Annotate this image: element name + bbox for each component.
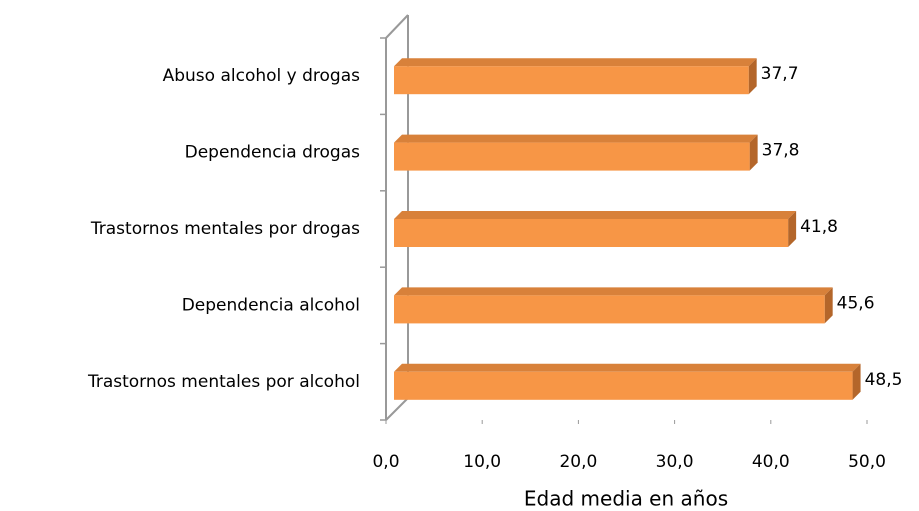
bar-side <box>749 134 758 171</box>
bar-top <box>394 134 758 143</box>
x-axis-title: Edad media en años <box>524 487 728 511</box>
bar <box>394 142 750 171</box>
bar <box>394 295 825 324</box>
bar-top <box>394 58 757 67</box>
value-label: 37,7 <box>761 64 799 84</box>
x-tick-label: 30,0 <box>656 452 694 472</box>
bar <box>394 371 853 400</box>
bar-side <box>824 287 833 324</box>
x-tick-label: 0,0 <box>372 452 399 472</box>
bar-side <box>852 363 861 400</box>
bar-side <box>748 58 757 95</box>
x-tick-label: 20,0 <box>559 452 597 472</box>
bar-side <box>788 211 797 247</box>
bar-top <box>394 287 833 296</box>
category-label: Trastornos mentales por alcohol <box>87 372 360 392</box>
value-label: 37,8 <box>762 141 800 161</box>
value-label: 41,8 <box>800 217 838 237</box>
value-label: 45,6 <box>837 293 875 313</box>
category-label: Dependencia alcohol <box>182 295 360 315</box>
bar <box>394 219 789 247</box>
bar-top <box>394 211 797 219</box>
value-label: 48,5 <box>865 370 903 390</box>
category-label: Abuso alcohol y drogas <box>163 66 361 86</box>
category-label: Trastornos mentales por drogas <box>90 219 360 239</box>
x-tick-label: 50,0 <box>848 452 886 472</box>
bar <box>394 66 749 95</box>
x-tick-label: 40,0 <box>752 452 790 472</box>
category-label: Dependencia drogas <box>185 143 361 163</box>
x-tick-label: 10,0 <box>463 452 501 472</box>
bar-top <box>394 363 861 372</box>
